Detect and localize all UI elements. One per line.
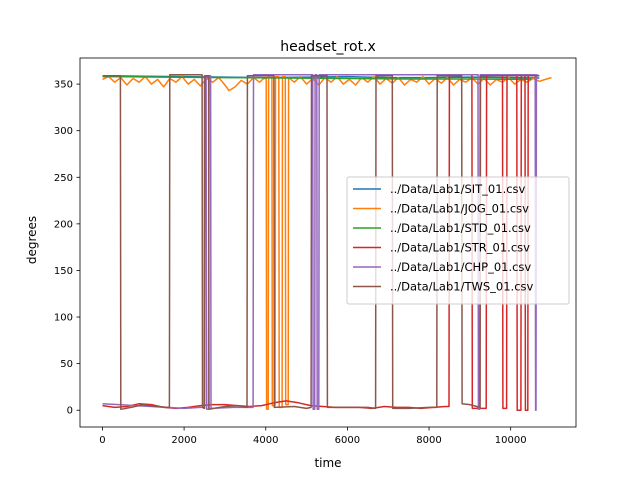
legend-entry: ../Data/Lab1/STR_01.csv [390,241,530,255]
legend-entry: ../Data/Lab1/CHP_01.csv [390,260,531,274]
y-tick-label: 150 [54,266,73,277]
plot-area [102,74,552,411]
series-line-5 [102,74,540,411]
y-tick-label: 250 [54,173,73,184]
legend-entry: ../Data/Lab1/TWS_01.csv [390,280,534,294]
x-tick-label: 0 [99,435,105,446]
x-tick-label: 10000 [495,435,527,446]
x-tick-label: 6000 [335,435,360,446]
legend: ../Data/Lab1/SIT_01.csv ../Data/Lab1/JOG_… [346,176,570,305]
y-tick-label: 350 [54,80,73,91]
axes-frame [79,57,577,428]
series-line-3 [102,74,532,411]
legend-box [346,176,570,305]
legend-entry: ../Data/Lab1/SIT_01.csv [390,182,526,196]
x-tick-label: 2000 [171,435,196,446]
x-tick-label: 8000 [416,435,441,446]
axes: 0 2000 4000 6000 8000 10000 0 50 100 150 200 250 300… [54,57,577,446]
x-tick-label: 4000 [253,435,278,446]
y-axis-label: degrees [25,216,39,264]
y-tick-label: 200 [54,219,73,230]
x-axis-label: time [314,456,341,470]
chart-title: headset_rot.x [280,39,376,55]
y-tick-label: 300 [54,126,73,137]
y-tick-label: 50 [60,359,73,370]
y-tick-label: 100 [54,313,73,324]
legend-entry: ../Data/Lab1/JOG_01.csv [390,202,529,216]
y-tick-label: 0 [67,406,73,417]
legend-entry: ../Data/Lab1/STD_01.csv [390,221,531,235]
